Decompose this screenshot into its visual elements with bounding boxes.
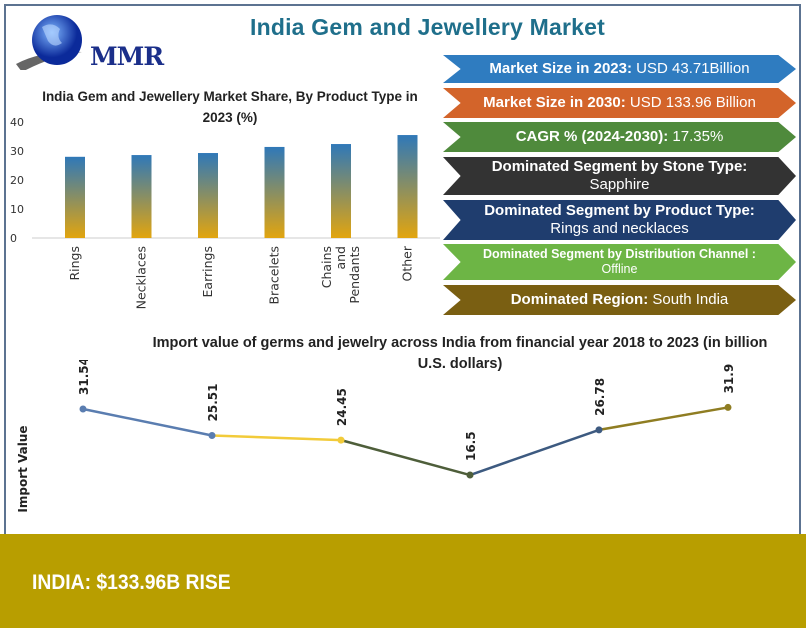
line-segment bbox=[598, 406, 729, 432]
x-tick-label: Chains bbox=[319, 246, 334, 288]
highlight-label: Dominated Segment by Product Type: bbox=[484, 202, 755, 219]
highlight-arrow: Market Size in 2023: USD 43.71Billion bbox=[443, 55, 796, 83]
x-tick-label: and bbox=[333, 246, 348, 270]
data-point bbox=[208, 431, 216, 439]
page-title: India Gem and Jewellery Market bbox=[250, 14, 605, 40]
line-segment bbox=[469, 428, 600, 477]
highlight-label: CAGR % (2024-2030): bbox=[515, 128, 669, 145]
highlight-value: USD 43.71Billion bbox=[636, 60, 750, 77]
x-tick-label: Necklaces bbox=[134, 246, 149, 309]
highlight-arrow: Dominated Segment by Distribution Channe… bbox=[443, 244, 796, 280]
y-tick-label: 30 bbox=[10, 145, 24, 158]
bar bbox=[198, 153, 218, 238]
globe-icon bbox=[16, 15, 82, 72]
highlight-arrow: Market Size in 2030: USD 133.96 Billion bbox=[443, 88, 796, 118]
data-label: 16.5 bbox=[464, 431, 478, 461]
y-tick-label: 40 bbox=[10, 116, 24, 129]
highlight-label: Market Size in 2023: bbox=[489, 60, 632, 77]
highlight-line: Dominated Region: South India bbox=[511, 291, 729, 309]
x-tick-label: Pendants bbox=[347, 246, 362, 304]
y-tick-label: 0 bbox=[10, 232, 17, 245]
bar bbox=[131, 155, 152, 238]
line-chart-title: Import value of germs and jewelry across… bbox=[152, 335, 768, 372]
data-point bbox=[466, 471, 474, 479]
highlight-line: Market Size in 2030: USD 133.96 Billion bbox=[483, 94, 756, 112]
line-segment bbox=[340, 438, 471, 477]
highlight-value: Rings and necklaces bbox=[550, 220, 689, 237]
highlight-value: USD 133.96 Billion bbox=[629, 94, 756, 111]
highlight-value: 17.35% bbox=[672, 128, 724, 145]
data-label: 31.54 bbox=[77, 360, 91, 395]
highlight-line: CAGR % (2024-2030): 17.35% bbox=[516, 128, 724, 146]
line-chart: 31.54 25.51 24.45 16.5 26.78 31.9 bbox=[77, 360, 736, 479]
highlight-label: Dominated Segment by Stone Type: bbox=[491, 158, 748, 175]
bar bbox=[331, 144, 351, 238]
data-label: 24.45 bbox=[335, 388, 349, 426]
line-segment bbox=[211, 434, 342, 442]
logo-text: MMR bbox=[90, 42, 164, 71]
highlight-arrow: CAGR % (2024-2030): 17.35% bbox=[443, 122, 796, 152]
data-label: 31.9 bbox=[722, 364, 736, 394]
banner-text: INDIA: $133.96B RISE bbox=[32, 571, 231, 594]
x-tick-label: Earrings bbox=[200, 246, 215, 297]
line-segment bbox=[82, 407, 213, 437]
bar bbox=[65, 156, 85, 238]
x-tick-label: Rings bbox=[67, 246, 82, 281]
highlight-label: Dominated Segment by Distribution Channe… bbox=[483, 247, 756, 261]
bar bbox=[264, 146, 285, 238]
bar-chart: 0 10 20 30 40 Rings Necklaces Earrings Bracelets… bbox=[10, 116, 440, 309]
highlight-label: Dominated Region: bbox=[510, 291, 649, 308]
highlight-arrow: Dominated Segment by Product Type: Rings … bbox=[443, 200, 796, 240]
highlight-value: Sapphire bbox=[589, 176, 650, 193]
data-point bbox=[595, 426, 603, 434]
y-tick-label: 20 bbox=[10, 174, 24, 187]
bar bbox=[397, 135, 418, 238]
highlight-value: South India bbox=[652, 291, 729, 308]
data-label: 25.51 bbox=[206, 384, 220, 422]
highlight-line: Market Size in 2023: USD 43.71Billion bbox=[489, 60, 749, 78]
highlight-arrow: Dominated Segment by Stone Type: Sapphire bbox=[443, 157, 796, 195]
bar-chart-title: India Gem and Jewellery Market Share, By… bbox=[42, 89, 418, 125]
highlight-arrow: Dominated Region: South India bbox=[443, 285, 796, 315]
highlight-label: Market Size in 2030: bbox=[483, 94, 626, 111]
mmr-logo: MMR bbox=[12, 12, 164, 72]
x-tick-label: Other bbox=[400, 245, 415, 281]
highlight-value: Offline bbox=[601, 262, 638, 276]
x-tick-label: Bracelets bbox=[267, 246, 282, 305]
infographic-frame bbox=[4, 4, 801, 564]
data-point bbox=[337, 436, 345, 444]
data-label: 26.78 bbox=[593, 378, 607, 416]
y-tick-label: 10 bbox=[10, 203, 24, 216]
data-point bbox=[724, 403, 732, 411]
bottom-banner: INDIA: $133.96B RISE bbox=[0, 534, 806, 628]
data-point bbox=[79, 405, 87, 413]
